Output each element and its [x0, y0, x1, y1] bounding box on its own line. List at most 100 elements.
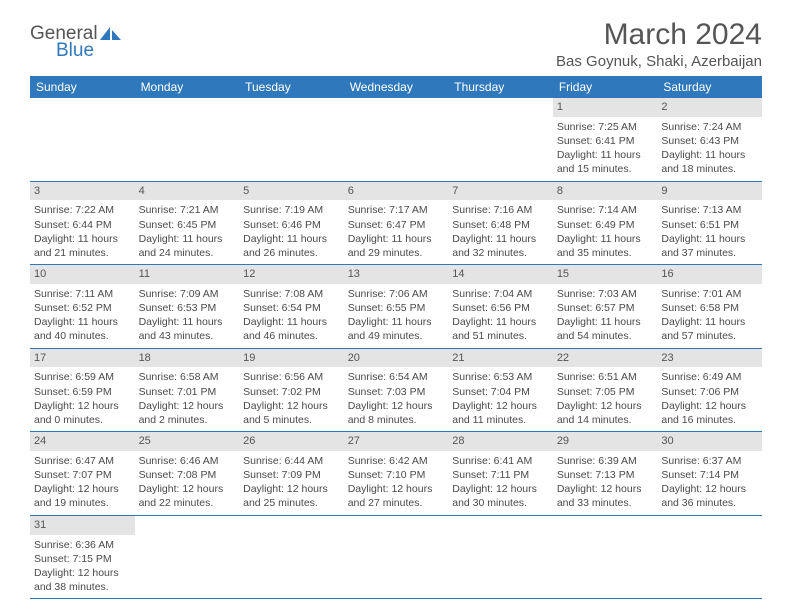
day-number-cell: 7	[448, 181, 553, 200]
sunset-line: Sunset: 6:51 PM	[661, 218, 758, 232]
sunset-line: Sunset: 7:02 PM	[243, 385, 340, 399]
day-detail-cell: Sunrise: 7:04 AMSunset: 6:56 PMDaylight:…	[448, 284, 553, 348]
sunrise-line: Sunrise: 6:42 AM	[348, 454, 445, 468]
daylight-line: Daylight: 11 hours and 29 minutes.	[348, 232, 445, 260]
weekday-header: Sunday	[30, 76, 135, 98]
sunrise-line: Sunrise: 7:01 AM	[661, 287, 758, 301]
day-number-cell: 4	[135, 181, 240, 200]
day-detail-cell	[344, 535, 449, 599]
daylight-line: Daylight: 11 hours and 37 minutes.	[661, 232, 758, 260]
sunrise-line: Sunrise: 6:51 AM	[557, 370, 654, 384]
sunrise-line: Sunrise: 6:59 AM	[34, 370, 131, 384]
sunrise-line: Sunrise: 6:41 AM	[452, 454, 549, 468]
daynum-row: 17181920212223	[30, 348, 762, 367]
day-number-cell: 23	[657, 348, 762, 367]
daylight-line: Daylight: 11 hours and 35 minutes.	[557, 232, 654, 260]
day-number-cell: 16	[657, 265, 762, 284]
sunset-line: Sunset: 7:01 PM	[139, 385, 236, 399]
day-detail-row: Sunrise: 6:47 AMSunset: 7:07 PMDaylight:…	[30, 451, 762, 515]
day-number-cell: 10	[30, 265, 135, 284]
day-number-cell: 1	[553, 98, 658, 117]
daylight-line: Daylight: 11 hours and 54 minutes.	[557, 315, 654, 343]
day-detail-cell	[30, 117, 135, 181]
sunrise-line: Sunrise: 7:13 AM	[661, 203, 758, 217]
day-number-cell	[239, 98, 344, 117]
day-number-cell	[344, 98, 449, 117]
day-number-cell: 17	[30, 348, 135, 367]
sunrise-line: Sunrise: 7:11 AM	[34, 287, 131, 301]
sunrise-line: Sunrise: 6:58 AM	[139, 370, 236, 384]
day-detail-row: Sunrise: 6:36 AMSunset: 7:15 PMDaylight:…	[30, 535, 762, 599]
day-number-cell: 13	[344, 265, 449, 284]
day-detail-cell	[553, 535, 658, 599]
sunset-line: Sunset: 7:03 PM	[348, 385, 445, 399]
sunset-line: Sunset: 6:49 PM	[557, 218, 654, 232]
day-detail-row: Sunrise: 7:11 AMSunset: 6:52 PMDaylight:…	[30, 284, 762, 348]
day-number-cell: 3	[30, 181, 135, 200]
day-number-cell: 25	[135, 432, 240, 451]
day-detail-cell: Sunrise: 7:08 AMSunset: 6:54 PMDaylight:…	[239, 284, 344, 348]
day-detail-cell: Sunrise: 6:37 AMSunset: 7:14 PMDaylight:…	[657, 451, 762, 515]
day-number-cell	[657, 515, 762, 534]
day-number-cell: 24	[30, 432, 135, 451]
day-detail-cell: Sunrise: 7:01 AMSunset: 6:58 PMDaylight:…	[657, 284, 762, 348]
daylight-line: Daylight: 11 hours and 26 minutes.	[243, 232, 340, 260]
daylight-line: Daylight: 12 hours and 30 minutes.	[452, 482, 549, 510]
day-number-cell: 31	[30, 515, 135, 534]
day-number-cell	[448, 98, 553, 117]
weekday-header: Tuesday	[239, 76, 344, 98]
sunset-line: Sunset: 7:05 PM	[557, 385, 654, 399]
day-detail-cell	[135, 535, 240, 599]
daylight-line: Daylight: 11 hours and 21 minutes.	[34, 232, 131, 260]
daylight-line: Daylight: 11 hours and 49 minutes.	[348, 315, 445, 343]
calendar-header-row: SundayMondayTuesdayWednesdayThursdayFrid…	[30, 76, 762, 98]
sunset-line: Sunset: 7:14 PM	[661, 468, 758, 482]
day-detail-row: Sunrise: 6:59 AMSunset: 6:59 PMDaylight:…	[30, 367, 762, 431]
sunset-line: Sunset: 6:41 PM	[557, 134, 654, 148]
weekday-header: Thursday	[448, 76, 553, 98]
daynum-row: 31	[30, 515, 762, 534]
day-number-cell: 9	[657, 181, 762, 200]
weekday-header: Saturday	[657, 76, 762, 98]
sunrise-line: Sunrise: 7:21 AM	[139, 203, 236, 217]
sunset-line: Sunset: 7:11 PM	[452, 468, 549, 482]
sunset-line: Sunset: 7:06 PM	[661, 385, 758, 399]
sunrise-line: Sunrise: 6:49 AM	[661, 370, 758, 384]
day-detail-cell: Sunrise: 6:47 AMSunset: 7:07 PMDaylight:…	[30, 451, 135, 515]
daynum-row: 3456789	[30, 181, 762, 200]
daylight-line: Daylight: 12 hours and 33 minutes.	[557, 482, 654, 510]
sunrise-line: Sunrise: 6:56 AM	[243, 370, 340, 384]
sunrise-line: Sunrise: 6:54 AM	[348, 370, 445, 384]
sunrise-line: Sunrise: 7:24 AM	[661, 120, 758, 134]
day-number-cell: 20	[344, 348, 449, 367]
day-number-cell: 11	[135, 265, 240, 284]
logo: General Blue	[30, 24, 122, 60]
daylight-line: Daylight: 11 hours and 46 minutes.	[243, 315, 340, 343]
sunset-line: Sunset: 7:09 PM	[243, 468, 340, 482]
daylight-line: Daylight: 12 hours and 5 minutes.	[243, 399, 340, 427]
daylight-line: Daylight: 12 hours and 14 minutes.	[557, 399, 654, 427]
sunset-line: Sunset: 6:57 PM	[557, 301, 654, 315]
sunrise-line: Sunrise: 7:09 AM	[139, 287, 236, 301]
day-detail-cell: Sunrise: 7:06 AMSunset: 6:55 PMDaylight:…	[344, 284, 449, 348]
sunrise-line: Sunrise: 7:06 AM	[348, 287, 445, 301]
location: Bas Goynuk, Shaki, Azerbaijan	[556, 53, 762, 70]
sunrise-line: Sunrise: 6:53 AM	[452, 370, 549, 384]
day-detail-cell	[239, 535, 344, 599]
sunset-line: Sunset: 6:55 PM	[348, 301, 445, 315]
day-number-cell: 26	[239, 432, 344, 451]
day-detail-cell: Sunrise: 6:46 AMSunset: 7:08 PMDaylight:…	[135, 451, 240, 515]
sunset-line: Sunset: 6:43 PM	[661, 134, 758, 148]
day-detail-cell: Sunrise: 7:17 AMSunset: 6:47 PMDaylight:…	[344, 200, 449, 264]
day-number-cell: 5	[239, 181, 344, 200]
day-detail-cell	[448, 117, 553, 181]
header: General Blue March 2024 Bas Goynuk, Shak…	[30, 18, 762, 70]
day-number-cell: 21	[448, 348, 553, 367]
sunrise-line: Sunrise: 7:17 AM	[348, 203, 445, 217]
sunrise-line: Sunrise: 7:25 AM	[557, 120, 654, 134]
daylight-line: Daylight: 11 hours and 57 minutes.	[661, 315, 758, 343]
calendar-table: SundayMondayTuesdayWednesdayThursdayFrid…	[30, 76, 762, 599]
sunset-line: Sunset: 6:53 PM	[139, 301, 236, 315]
sunset-line: Sunset: 7:10 PM	[348, 468, 445, 482]
day-detail-cell	[657, 535, 762, 599]
